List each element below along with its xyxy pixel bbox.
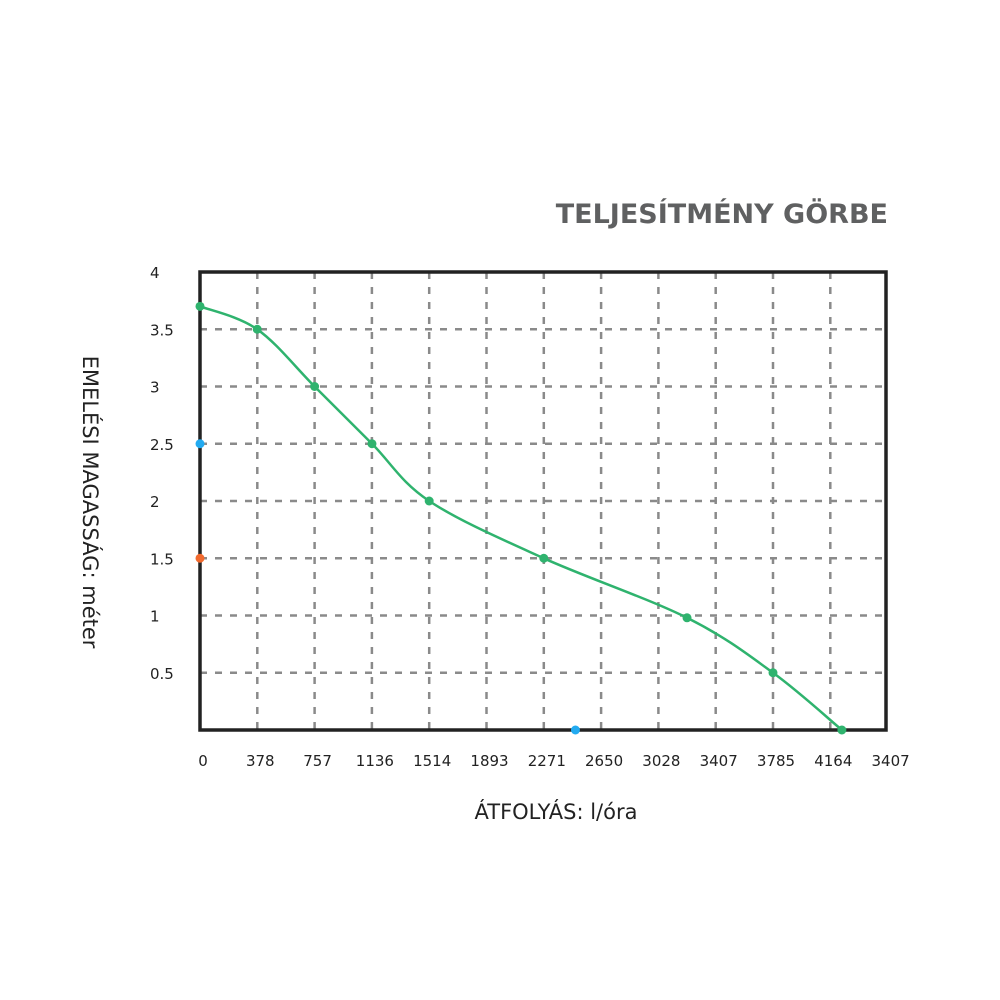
y-tick-label: 3 [150,379,160,397]
data-point [682,613,692,623]
y-tick-label: 1.5 [150,550,174,568]
x-tick-label: 757 [303,752,332,770]
chart-title: TELJESÍTMÉNY GÖRBE [556,197,888,230]
x-tick-label: 3407 [872,752,910,770]
x-axis-label: ÁTFOLYÁS: l/óra [475,799,638,824]
x-tick-label: 3785 [757,752,795,770]
x-tick-label: 4164 [814,752,852,770]
y-tick-label: 2 [150,493,160,511]
data-point [424,496,434,506]
x-tick-label: 2271 [528,752,566,770]
x-tick-label: 1893 [470,752,508,770]
y-tick-label: 3.5 [150,321,174,339]
x-tick-label: 3407 [700,752,738,770]
data-point [768,668,778,678]
data-point [195,301,205,311]
axis-marker [195,553,205,563]
data-point [539,553,549,563]
data-point [367,439,377,449]
y-tick-label: 4 [150,264,160,282]
y-axis-label: EMELÉSI MAGASSÁG: méter [78,356,103,649]
x-tick-label: 1136 [356,752,394,770]
grid [200,272,886,730]
y-tick-label: 1 [150,608,160,626]
x-tick-label: 378 [246,752,275,770]
y-tick-labels: 0.5 1 1.5 2 2.5 3 3.5 4 [150,264,174,683]
data-point [310,382,320,391]
x-tick-labels: 0 378 757 1136 1514 1893 2271 2650 3028 3407 3785 4… [198,752,909,770]
data-points [195,301,847,735]
axis-markers [195,439,580,735]
data-point [252,324,262,334]
x-tick-label: 0 [198,752,208,770]
performance-curve [199,305,843,731]
x-tick-label: 2650 [585,752,623,770]
y-tick-label: 0.5 [150,665,174,683]
y-tick-label: 2.5 [150,436,174,454]
data-point [837,725,847,735]
x-tick-label: 3028 [642,752,680,770]
axis-marker [570,725,580,735]
axis-marker [195,439,205,449]
x-tick-label: 1514 [413,752,451,770]
plot-frame [198,270,888,732]
